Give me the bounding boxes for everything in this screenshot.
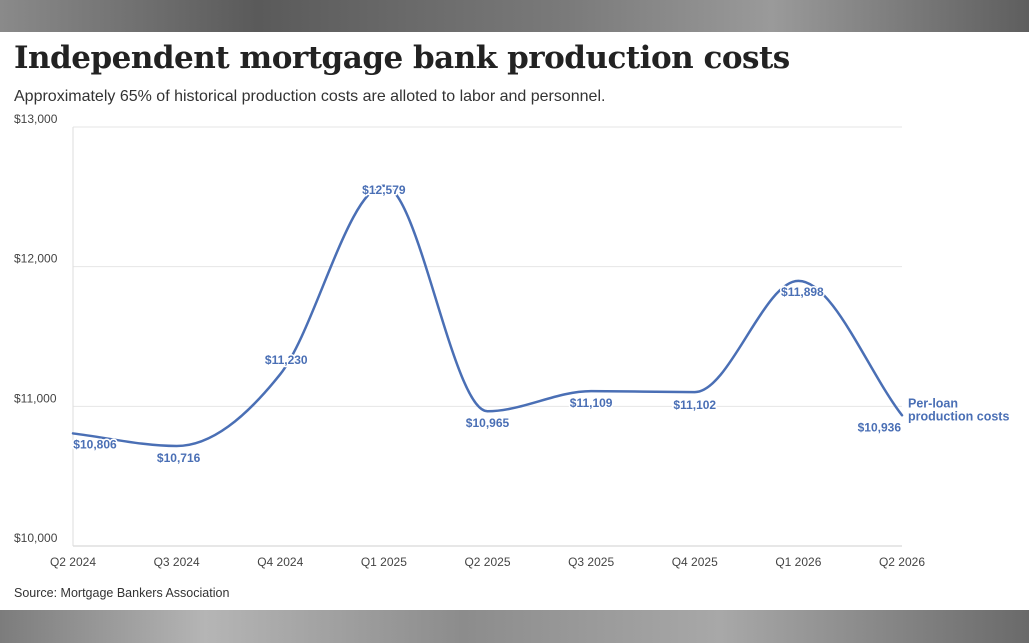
background-top <box>0 0 1029 32</box>
x-tick-label: Q2 2026 <box>879 555 925 569</box>
y-axis: $10,000 $11,000 $12,000 $13,000 <box>14 112 74 546</box>
grid-layer <box>73 126 902 547</box>
x-tick-label: Q4 2024 <box>257 555 303 569</box>
chart-title: Independent mortgage bank production cos… <box>14 40 790 76</box>
data-label: $11,898 <box>781 285 824 299</box>
data-label-halo: $10,965 <box>466 416 510 430</box>
x-axis: Q2 2024 Q3 2024 Q4 2024 Q1 2025 Q2 2025 Q3 20… <box>50 555 925 569</box>
chart-subtitle: Approximately 65% of historical producti… <box>14 88 606 105</box>
data-labels: $10,806$10,806$10,716$10,716$11,230$11,2… <box>72 181 1010 466</box>
series-layer <box>71 184 904 448</box>
x-tick-label: Q3 2025 <box>568 555 614 569</box>
y-tick-label: $12,000 <box>14 252 58 266</box>
y-tick-label: $11,000 <box>14 391 57 405</box>
data-label-halo: $11,109 <box>570 396 613 410</box>
series-name-label: production costs <box>908 409 1009 423</box>
x-tick-label: Q2 2024 <box>50 555 96 569</box>
data-label-halo: $10,716 <box>157 451 201 465</box>
series-line <box>71 184 904 448</box>
data-label: $11,102 <box>673 398 716 412</box>
x-tick-label: Q2 2025 <box>464 555 510 569</box>
data-label-halo: $10,936 <box>858 420 902 434</box>
data-label-halo: $10,806 <box>73 437 117 451</box>
series-name-label: Per-loan <box>908 396 958 410</box>
data-label: $11,230 <box>265 353 308 367</box>
data-label: $10,936 <box>858 420 902 434</box>
data-label: $12,579 <box>362 183 406 197</box>
line-chart: $10,000 $11,000 $12,000 $13,000 Q2 2024 Q3 2… <box>14 112 1010 569</box>
data-label-halo: $11,102 <box>673 398 716 412</box>
source-note: Source: Mortgage Bankers Association <box>14 586 230 600</box>
chart-card: Independent mortgage bank production cos… <box>0 32 1029 610</box>
data-label-halo: $12,579 <box>362 183 406 197</box>
background-bottom <box>0 610 1029 643</box>
x-tick-label: Q1 2025 <box>361 555 407 569</box>
data-label-halo: $11,230 <box>265 353 308 367</box>
data-label: $10,716 <box>157 451 201 465</box>
y-tick-label: $10,000 <box>14 531 58 545</box>
x-tick-label: Q3 2024 <box>154 555 200 569</box>
y-tick-label: $13,000 <box>14 112 58 126</box>
data-label: $10,806 <box>73 437 117 451</box>
x-tick-label: Q1 2026 <box>775 555 821 569</box>
data-label: $10,965 <box>466 416 510 430</box>
data-label-halo: $11,898 <box>781 285 824 299</box>
data-label: $11,109 <box>570 396 613 410</box>
x-tick-label: Q4 2025 <box>672 555 718 569</box>
